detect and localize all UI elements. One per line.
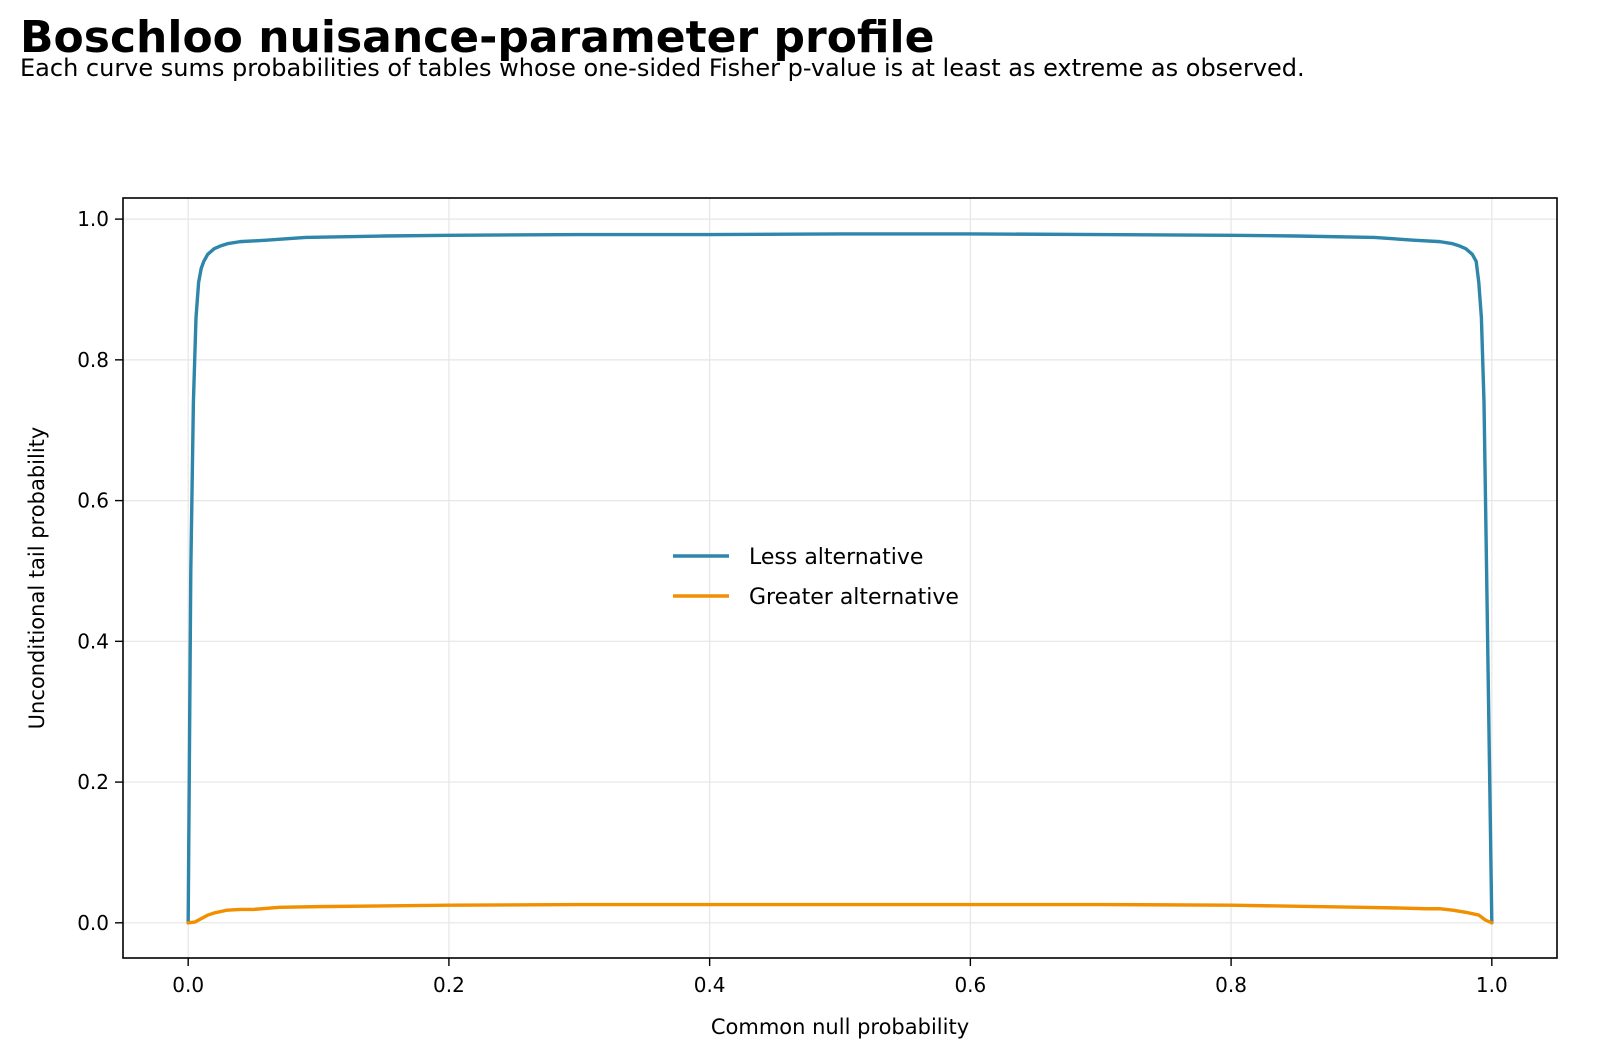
y-axis: 0.0 0.2 0.4 0.6 0.8 1.0	[77, 207, 123, 935]
x-axis: 0.0 0.2 0.4 0.6 0.8 1.0	[172, 958, 1508, 997]
y-axis-label: Unconditional tail probability	[25, 427, 49, 730]
series-line-less	[186, 232, 1494, 925]
x-tick-label: 0.4	[694, 973, 726, 997]
y-tick-label: 0.0	[77, 911, 109, 935]
series-line-greater	[186, 902, 1494, 925]
x-tick-label: 0.2	[433, 973, 465, 997]
y-tick-label: 1.0	[77, 207, 109, 231]
y-tick-label: 0.4	[77, 629, 109, 653]
x-axis-label: Common null probability	[711, 1015, 969, 1039]
legend-label: Less alternative	[749, 545, 923, 570]
y-tick-label: 0.8	[77, 348, 109, 372]
x-tick-label: 0.0	[172, 973, 204, 997]
grid-lines	[123, 198, 1557, 958]
x-tick-label: 1.0	[1476, 973, 1508, 997]
y-tick-label: 0.6	[77, 489, 109, 513]
chart-subtitle: Each curve sums probabilities of tables …	[20, 54, 1305, 82]
series-lines	[186, 232, 1494, 925]
plot-frame	[122, 197, 1558, 959]
legend: Less alternative Greater alternative	[673, 545, 959, 610]
legend-label: Greater alternative	[749, 585, 959, 610]
chart-title: Boschloo nuisance-parameter profile	[20, 12, 935, 63]
y-tick-label: 0.2	[77, 770, 109, 794]
x-tick-label: 0.6	[954, 973, 986, 997]
x-tick-label: 0.8	[1215, 973, 1247, 997]
